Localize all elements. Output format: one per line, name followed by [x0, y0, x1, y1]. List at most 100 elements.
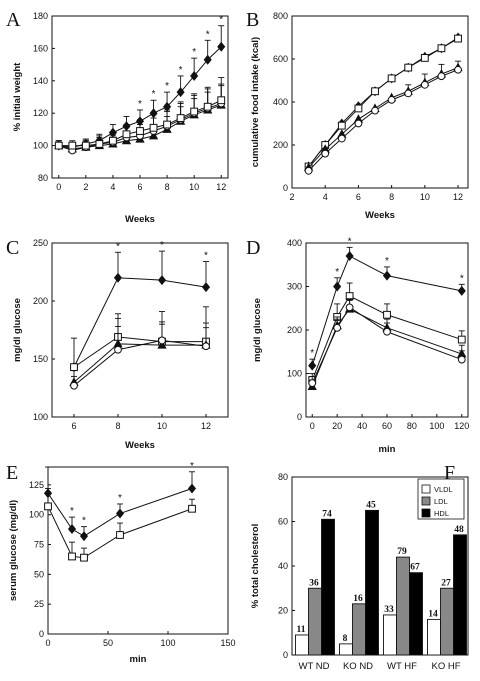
data-point	[308, 379, 317, 387]
significance-star: *	[335, 267, 339, 278]
series-line	[308, 38, 459, 167]
data-point	[187, 483, 197, 494]
y-tick-label: 100	[33, 141, 48, 151]
y-axis-label: % total cholesterol	[250, 524, 261, 608]
x-tick-label: 2	[83, 182, 88, 192]
x-tick-label: 6	[137, 182, 142, 192]
data-point	[437, 72, 446, 81]
legend: VLDL LDL HDL	[417, 478, 465, 520]
y-tick-label: 100	[287, 369, 302, 379]
data-point	[337, 134, 346, 143]
x-tick-label: 8	[165, 182, 170, 192]
series-line	[73, 336, 206, 368]
category-label: KO HF	[431, 661, 460, 672]
series-square	[44, 488, 196, 562]
legend-label: HDL	[434, 509, 449, 518]
data-point	[136, 127, 144, 135]
data-point	[113, 272, 123, 283]
bar-value-label: 16	[353, 594, 363, 604]
y-tick-label: 75	[34, 540, 44, 550]
y-tick-label: 40	[278, 561, 288, 571]
x-tick-label: 2	[289, 192, 294, 202]
y-tick-label: 800	[273, 11, 288, 21]
bar-vldl	[295, 634, 309, 656]
data-point	[420, 54, 429, 62]
data-point	[157, 340, 167, 349]
plot-frame	[51, 15, 229, 179]
data-point	[54, 141, 63, 150]
x-tick-label: 4	[323, 192, 328, 202]
panel-d: D 0 20 40 60 80 100 120 0 100 200 300 400 min mg/dl gl…	[246, 236, 469, 455]
significance-star: *	[206, 29, 210, 40]
data-point	[371, 106, 379, 115]
data-point	[148, 130, 159, 140]
x-axis-label: min	[130, 654, 147, 665]
data-point	[122, 130, 131, 139]
data-point	[457, 355, 466, 364]
category-label: WT HF	[387, 661, 417, 672]
series-line	[308, 69, 459, 172]
y-tick-label: 100	[29, 510, 44, 520]
series-square	[54, 77, 226, 150]
data-point	[304, 166, 313, 175]
series-triangle	[69, 317, 211, 386]
series-line	[308, 37, 459, 167]
data-point	[67, 524, 77, 535]
data-point	[333, 323, 342, 332]
significance-star: *	[179, 65, 183, 76]
data-point	[371, 87, 379, 96]
data-point	[203, 54, 212, 65]
significance-star: *	[190, 461, 194, 472]
legend-swatch	[421, 484, 431, 494]
y-tick-label: 150	[33, 354, 48, 364]
bar-hdl	[321, 518, 335, 656]
series-line	[73, 277, 207, 368]
y-tick-label: 0	[283, 650, 288, 660]
panel-f: F 0 20 40 60 80 % total cholesterol 11 36 74 WT ND…	[250, 462, 469, 672]
bar-value-label: 79	[397, 547, 407, 557]
y-tick-label: 50	[34, 569, 44, 579]
data-point	[217, 96, 226, 105]
y-tick-label: 400	[287, 238, 302, 248]
x-tick-label: 0	[56, 182, 61, 192]
x-tick-label: 150	[220, 638, 235, 648]
x-tick-label: 80	[407, 421, 417, 431]
legend-label: VLDL	[434, 485, 453, 494]
x-axis-label: Weeks	[125, 214, 155, 225]
x-tick-label: 10	[420, 192, 430, 202]
plot-frame	[51, 242, 229, 418]
x-tick-label: 6	[356, 192, 361, 202]
significance-star: *	[219, 15, 223, 26]
significance-star: *	[192, 47, 196, 58]
bar-hdl	[409, 572, 423, 656]
category-label: WT ND	[299, 661, 330, 672]
x-tick-label: 100	[429, 421, 444, 431]
bar-ldl	[440, 587, 454, 656]
significance-star: *	[70, 506, 74, 517]
series-circle	[304, 65, 462, 175]
bar-vldl	[339, 643, 353, 656]
bar-value-label: 27	[441, 578, 451, 588]
significance-star: *	[138, 99, 142, 110]
y-tick-label: 0	[283, 183, 288, 193]
data-point	[176, 87, 185, 98]
bar-value-label: 33	[384, 605, 394, 615]
series-line	[308, 67, 459, 168]
category-label: KO ND	[343, 661, 373, 672]
bar-value-label: 36	[309, 578, 319, 588]
bar-value-label: 74	[322, 509, 332, 519]
bar-value-label: 8	[343, 634, 348, 644]
panel-letter: E	[6, 462, 18, 484]
x-tick-label: 0	[45, 638, 50, 648]
bar-hdl	[453, 534, 467, 656]
data-point	[116, 531, 124, 539]
panel-letter: B	[246, 9, 259, 31]
data-point	[158, 336, 166, 345]
bar-hdl	[365, 509, 379, 656]
significance-star: *	[385, 256, 389, 267]
data-point	[354, 104, 363, 113]
y-tick-label: 600	[273, 54, 288, 64]
plot-frame	[291, 15, 469, 189]
data-point	[201, 282, 211, 293]
